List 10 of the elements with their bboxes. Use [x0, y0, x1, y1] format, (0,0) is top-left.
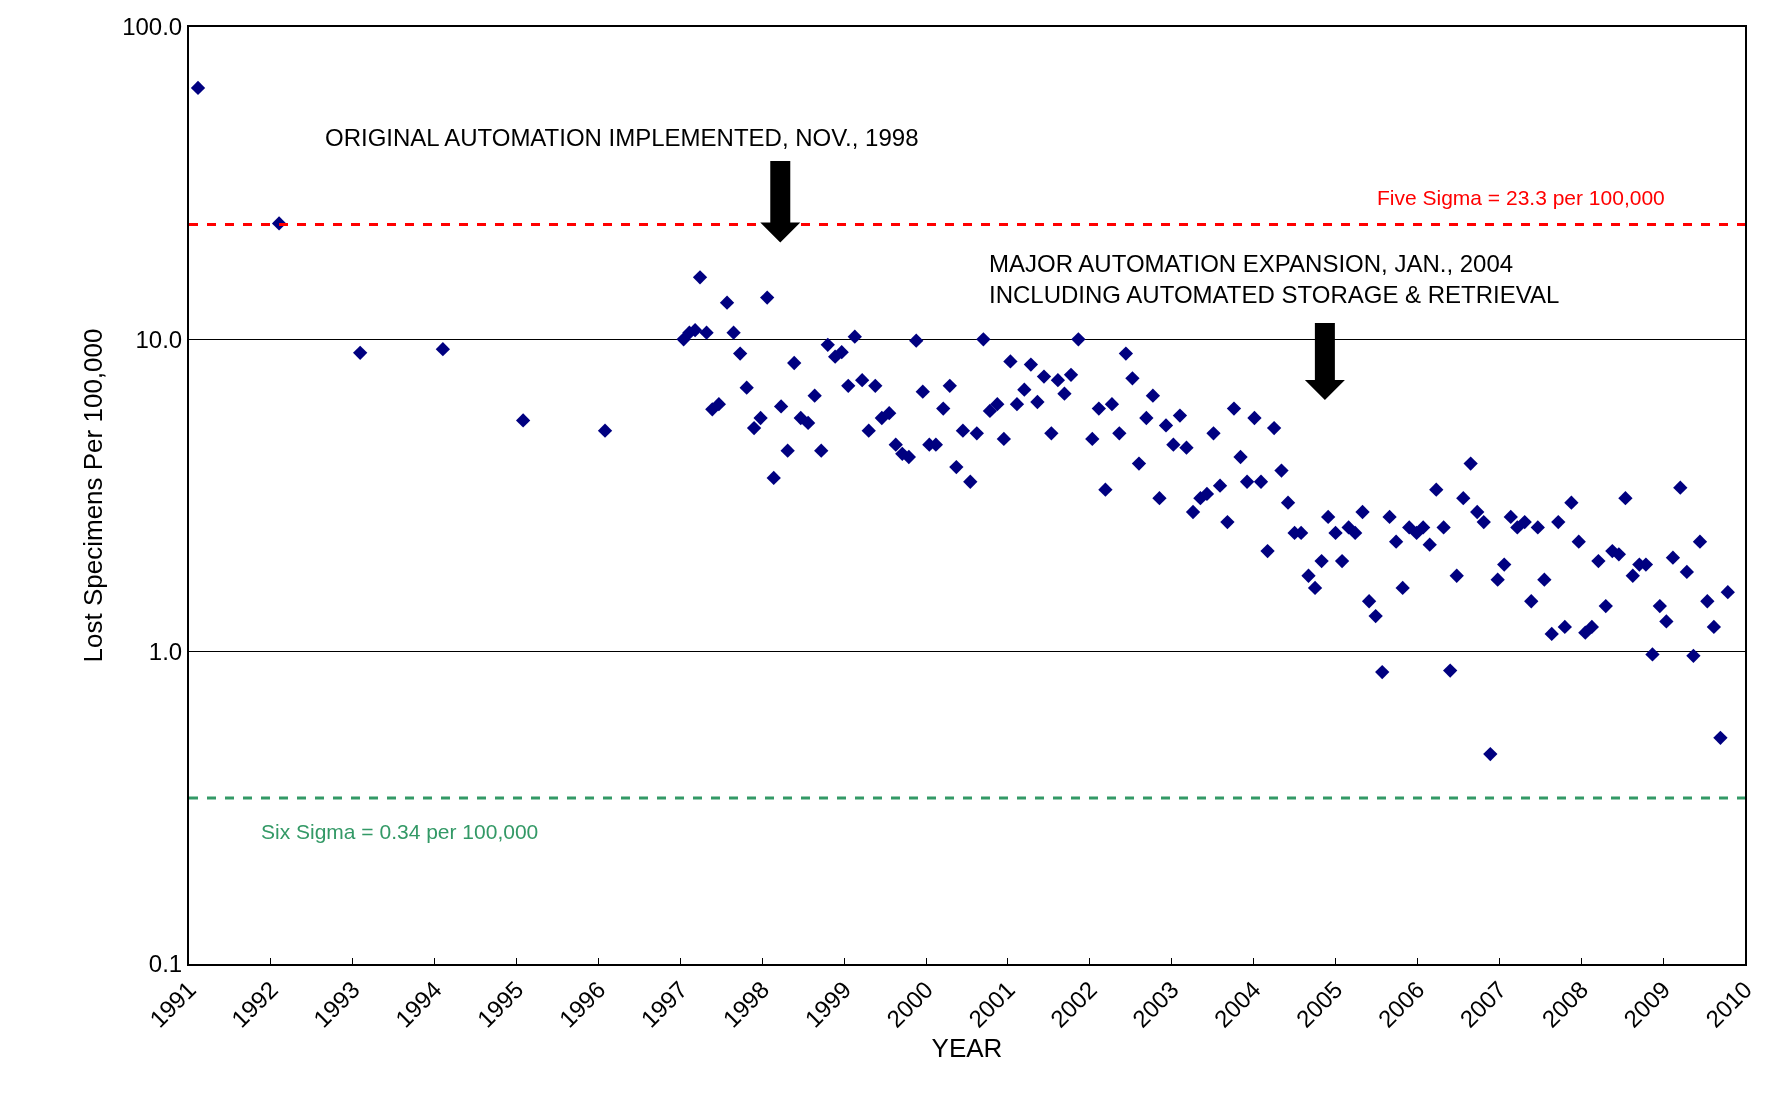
ref-line-label: Six Sigma = 0.34 per 100,000 — [261, 820, 539, 843]
y-axis-title: Lost Specimens Per 100,000 — [78, 328, 109, 663]
ref-line-label: Five Sigma = 23.3 per 100,000 — [1377, 186, 1665, 209]
y-tick-label: 1.0 — [148, 638, 183, 666]
y-tick-label: 0.1 — [148, 950, 183, 978]
y-tick-label: 100.0 — [122, 13, 183, 41]
x-axis-title: YEAR — [931, 1032, 1003, 1063]
annotation: MAJOR AUTOMATION EXPANSION, JAN., 2004 INCLUDING AUTOMATED STORAGE & RETRIEVAL — [989, 250, 1560, 309]
annotation: ORIGINAL AUTOMATION IMPLEMENTED, NOV., 1998 — [325, 124, 919, 151]
y-tick-label: 10.0 — [135, 325, 183, 353]
